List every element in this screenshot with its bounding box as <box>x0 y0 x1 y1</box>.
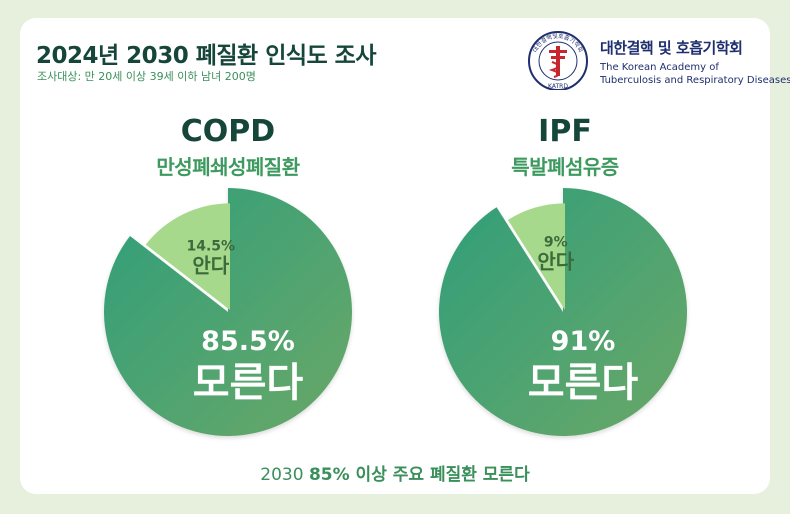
copd-slice-unaware <box>103 188 352 436</box>
page-title: 2024년 2030 폐질환 인식도 조사 <box>36 43 377 69</box>
survey-subtitle: 조사대상: 만 20세 이상 39세 이하 남녀 200명 <box>37 70 256 83</box>
ipf-chart-title: IPF <box>538 114 592 149</box>
logo-name-en-2: Tuberculosis and Respiratory Diseases <box>600 75 790 86</box>
copd-slice-aware <box>145 203 230 310</box>
logo-name-ko: 대한결핵 및 호흡기학회 <box>600 39 743 57</box>
ipf-aware-label: 안다 <box>537 250 574 274</box>
copd-chart-title: COPD <box>180 114 276 149</box>
footer-prefix: 2030 <box>260 465 309 485</box>
footer-summary: 2030 85% 이상 주요 폐질환 모른다 <box>0 460 790 485</box>
logo-name-en-1: The Korean Academy of <box>600 62 719 73</box>
ipf-slice-unaware <box>438 188 687 437</box>
ipf-slice-aware <box>507 203 565 310</box>
copd-chart-subtitle: 만성폐쇄성폐질환 <box>156 155 300 179</box>
seal-abbr: KATRD <box>548 83 568 90</box>
footer-highlight: 85% 이상 주요 폐질환 모른다 <box>308 465 530 485</box>
ipf-unaware-percent: 91% <box>551 326 616 357</box>
ipf-chart-subtitle: 특발폐섬유증 <box>511 155 619 179</box>
ipf-aware-percent: 9% <box>544 235 568 251</box>
copd-unaware-percent: 85.5% <box>201 326 295 357</box>
copd-aware-percent: 14.5% <box>187 238 236 254</box>
copd-aware-label: 안다 <box>192 253 229 277</box>
ipf-unaware-label: 모른다 <box>528 360 639 406</box>
copd-unaware-label: 모른다 <box>193 360 304 406</box>
katrd-logo-icon: 대한결핵및호흡기학회 KATRD <box>528 31 588 90</box>
